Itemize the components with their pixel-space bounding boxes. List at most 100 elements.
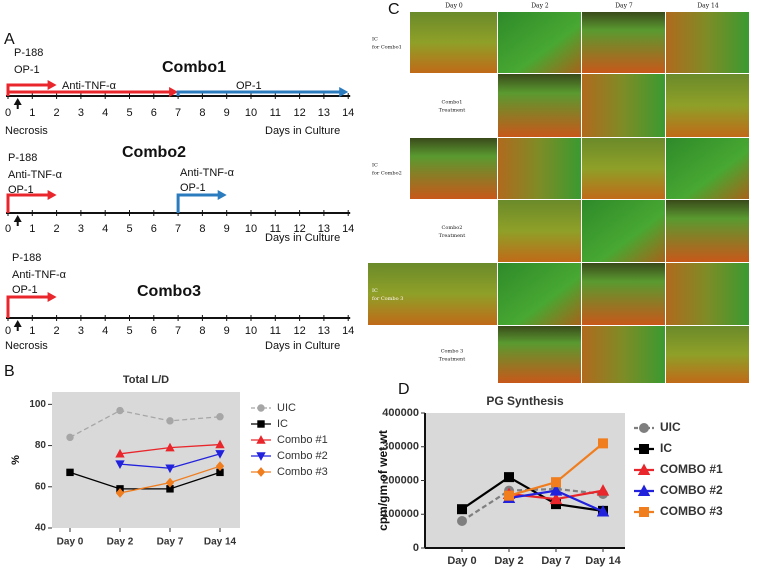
day-tick-label: 1	[29, 223, 35, 235]
day-tick-label: 11	[270, 107, 281, 119]
x-tick-label: Day 2	[494, 555, 523, 567]
timeline-title: Combo2	[122, 144, 186, 161]
marker	[215, 450, 225, 459]
day-tick-label: 4	[102, 223, 108, 235]
micrograph	[582, 263, 665, 325]
marker	[457, 516, 467, 526]
panel-label: D	[398, 381, 410, 398]
day-tick-label: 5	[126, 107, 132, 119]
micrograph	[582, 200, 665, 262]
annotation: OP-1	[14, 64, 40, 76]
micrograph	[498, 200, 581, 262]
arrow	[176, 90, 343, 96]
legend-label: Combo #3	[277, 466, 328, 478]
day-tick-label: 1	[29, 325, 35, 337]
marker	[115, 460, 125, 470]
y-tick-label: 400000	[382, 407, 419, 419]
y-tick-label: 300000	[382, 441, 419, 453]
day-tick-label: 12	[293, 223, 305, 235]
arrowhead	[47, 292, 57, 302]
micrograph	[498, 74, 581, 137]
day-tick-label: 4	[102, 107, 108, 119]
day-tick-label: 12	[293, 325, 305, 337]
day-tick-label: 14	[342, 325, 354, 337]
legend-marker	[257, 420, 265, 428]
x-tick-label: Day 14	[585, 555, 621, 567]
series-line	[69, 409, 221, 438]
arrowhead	[47, 190, 57, 200]
y-tick-label: 80	[35, 440, 47, 451]
day-tick-label: 6	[151, 107, 157, 119]
legend-marker	[256, 467, 266, 477]
day-tick-label: 7	[175, 325, 181, 337]
annotation: Anti-TNF-α	[8, 169, 63, 181]
x-tick-label: Day 14	[204, 537, 237, 548]
micrograph	[498, 263, 581, 325]
annotation: P-188	[14, 47, 43, 59]
day-tick-label: 10	[245, 325, 257, 337]
marker	[598, 438, 608, 449]
legend-label: IC	[277, 418, 288, 430]
legend-label: UIC	[660, 420, 681, 434]
marker	[596, 505, 610, 517]
y-axis-label: %	[10, 455, 22, 465]
column-header: Day 2	[531, 3, 549, 10]
micrograph	[666, 200, 749, 262]
legend-label: IC	[660, 441, 672, 455]
micrograph	[498, 138, 581, 199]
marker	[115, 448, 125, 458]
annotation: P-188	[12, 252, 41, 264]
row-label: Combo1	[442, 100, 463, 106]
marker	[504, 472, 514, 483]
row-label: Treatment	[439, 233, 466, 239]
day-tick-label: 10	[245, 223, 257, 235]
micrograph	[410, 138, 497, 199]
day-tick-label: 2	[54, 107, 60, 119]
annotation: OP-1	[180, 182, 206, 194]
y-tick-label: 100000	[382, 508, 419, 520]
annotation: OP-1	[8, 184, 34, 196]
marker	[549, 492, 563, 505]
day-tick-label: 9	[224, 223, 230, 235]
legend-label: UIC	[277, 402, 296, 414]
row-label: Treatment	[439, 357, 466, 363]
column-header: Day 14	[697, 3, 719, 10]
marker	[66, 433, 74, 442]
chart-title: PG Synthesis	[486, 394, 564, 408]
day-tick-label: 0	[5, 325, 11, 337]
marker	[457, 504, 467, 515]
micrograph	[582, 74, 665, 137]
footer-label: Days in Culture	[265, 340, 340, 352]
x-tick-label: Day 0	[57, 537, 84, 548]
day-tick-label: 12	[293, 107, 305, 119]
column-header: Day 7	[615, 3, 633, 10]
row-label: Combo2	[442, 225, 463, 231]
row-label: Treatment	[439, 108, 466, 114]
legend-label: Combo #2	[277, 450, 328, 462]
marker	[551, 477, 561, 488]
day-tick-label: 11	[270, 223, 281, 235]
chart-title: Total L/D	[123, 374, 169, 386]
footer-label: Days in Culture	[265, 125, 340, 137]
legend-marker	[256, 435, 266, 444]
micrograph	[498, 12, 581, 73]
day-tick-label: 6	[151, 325, 157, 337]
row-label: for Combo 3	[372, 296, 403, 302]
marker	[165, 464, 175, 474]
arrowhead	[47, 80, 57, 90]
necrosis-arrow	[13, 320, 22, 327]
day-tick-label: 0	[5, 223, 11, 235]
day-tick-label: 0	[5, 107, 11, 119]
column-header: Day 0	[445, 3, 463, 10]
legend-label: COMBO #3	[660, 504, 723, 518]
day-tick-label: 13	[318, 223, 330, 235]
day-tick-label: 4	[102, 325, 108, 337]
timeline-title: Combo1	[162, 59, 226, 76]
marker	[165, 477, 175, 488]
series-line	[461, 475, 604, 512]
marker	[116, 406, 124, 415]
row-label: for Combo2	[372, 171, 402, 177]
day-tick-label: 13	[318, 325, 330, 337]
y-tick-label: 60	[35, 481, 47, 492]
